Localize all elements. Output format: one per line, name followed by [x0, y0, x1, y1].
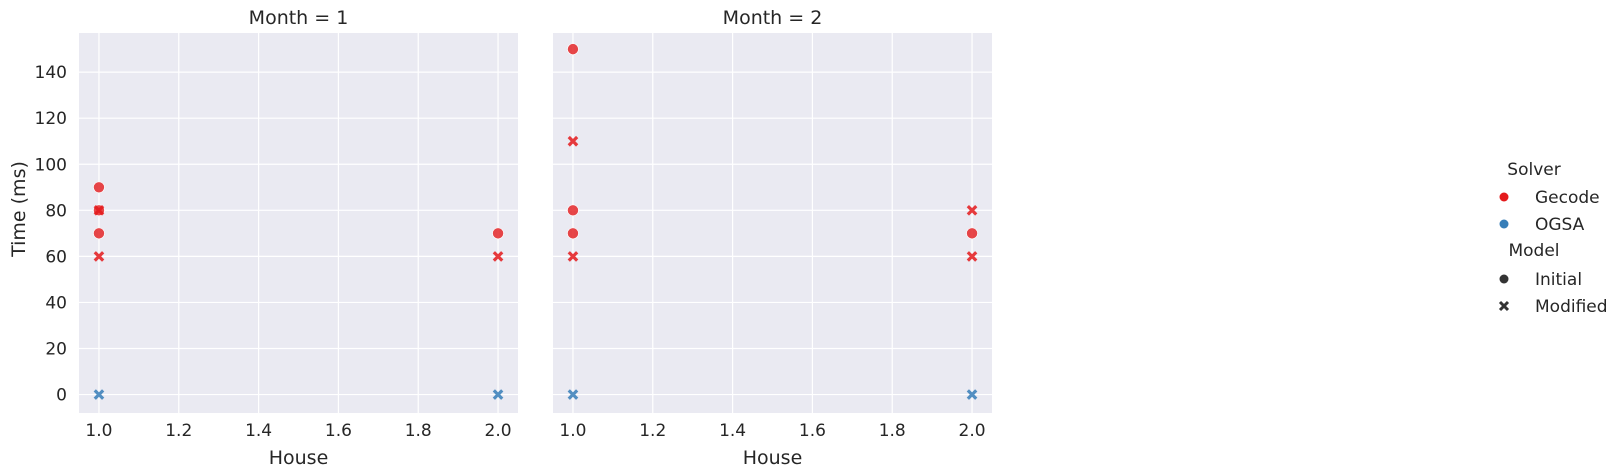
y-tick-label: 40	[45, 293, 67, 313]
facet-panels: 1.0 1.2 1.4 1.6 1.8 2.0 0 20 40 60 80 100 120 140 Mont…	[35, 7, 992, 469]
data-point-modified	[966, 389, 978, 400]
data-point-initial	[93, 181, 105, 194]
y-tick-label: 0	[56, 386, 67, 406]
data-point-modified	[567, 389, 579, 400]
y-tick-label: 120	[35, 109, 67, 129]
data-point-initial	[966, 227, 978, 240]
data-point-modified	[93, 251, 105, 262]
x-tick-label: 1.6	[799, 421, 826, 441]
legend-label-gecode: Gecode	[1535, 188, 1600, 208]
data-point-initial	[567, 43, 579, 55]
plot-area	[553, 33, 992, 413]
x-tick-label: 1.6	[325, 421, 352, 441]
legend-marker-ogsa	[1499, 219, 1509, 229]
legend-label-modified: Modified	[1535, 297, 1608, 317]
y-tick-label: 60	[45, 247, 67, 267]
y-tick-label: 100	[35, 155, 67, 175]
data-point-modified	[93, 389, 105, 400]
x-tick-label: 1.2	[639, 421, 666, 441]
y-tick-label: 80	[45, 201, 67, 221]
legend-title-model: Model	[1508, 241, 1559, 261]
data-point-modified	[567, 251, 579, 262]
data-point-modified	[966, 205, 978, 216]
data-point-initial	[93, 227, 105, 240]
x-tick-label: 1.8	[405, 421, 432, 441]
data-point-initial	[567, 227, 579, 240]
x-tick-label: 1.0	[559, 421, 586, 441]
data-point-modified	[567, 135, 579, 147]
legend-title-solver: Solver	[1507, 160, 1560, 180]
legend-label-ogsa: OGSA	[1535, 215, 1585, 235]
data-point-modified	[966, 251, 978, 262]
y-axis-label: Time (ms)	[8, 161, 30, 258]
legend-marker-modified	[1498, 300, 1510, 312]
data-point-initial	[492, 227, 504, 240]
facet-title: Month = 2	[723, 7, 823, 29]
legend-marker-initial	[1499, 274, 1509, 284]
plot-area	[79, 33, 518, 413]
x-tick-label: 2.0	[485, 421, 512, 441]
x-tick-label: 1.4	[719, 421, 746, 441]
data-point-modified	[93, 205, 105, 216]
x-tick-label: 1.8	[879, 421, 906, 441]
x-tick-label: 1.4	[245, 421, 272, 441]
x-axis-label: House	[743, 447, 803, 469]
legend: Solver Gecode OGSA Model Initial Modifie…	[1498, 160, 1608, 317]
facet-panel-2: 1.0 1.2 1.4 1.6 1.8 2.0 Month = 2 House	[553, 7, 992, 469]
x-tick-label: 1.2	[165, 421, 192, 441]
x-tick-label: 2.0	[959, 421, 986, 441]
data-point-modified	[492, 389, 504, 400]
facet-panel-1: 1.0 1.2 1.4 1.6 1.8 2.0 0 20 40 60 80 100 120 140 Mont…	[35, 7, 518, 469]
y-tick-label: 140	[35, 63, 67, 83]
data-point-modified	[492, 251, 504, 262]
legend-label-initial: Initial	[1535, 270, 1582, 290]
legend-marker-gecode	[1499, 192, 1509, 202]
data-point-initial	[567, 204, 579, 217]
facet-title: Month = 1	[249, 7, 349, 29]
x-axis-label: House	[269, 447, 329, 469]
y-tick-label: 20	[45, 340, 67, 360]
x-tick-label: 1.0	[85, 421, 112, 441]
